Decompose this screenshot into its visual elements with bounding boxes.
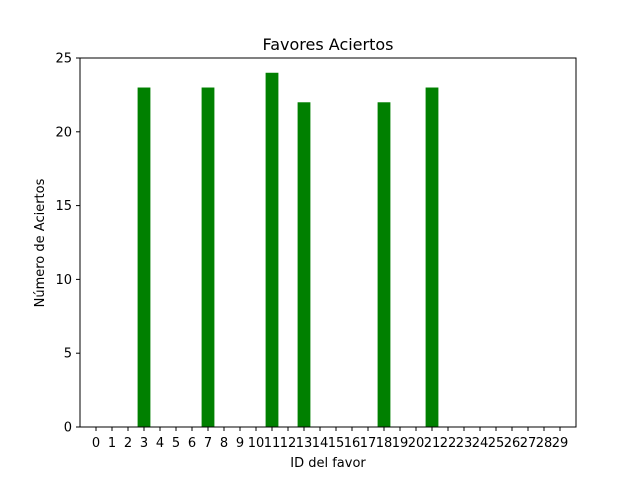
x-tick-label: 27 [520,436,537,451]
x-tick-label: 22 [440,436,457,451]
x-tick-label: 10 [248,436,265,451]
y-tick-label: 0 [64,421,72,436]
x-tick-label: 9 [236,436,244,451]
bar-7 [201,87,215,428]
x-tick-label: 21 [424,436,441,451]
bar-3 [137,87,151,428]
x-axis-label: ID del favor [290,456,366,471]
plot-frame [79,57,577,428]
x-tick-label: 28 [536,436,553,451]
y-tick-label: 10 [55,273,72,288]
x-tick-label: 17 [360,436,377,451]
x-tick-label: 29 [552,436,569,451]
x-tick-label: 11 [264,436,281,451]
y-tick-label: 15 [55,199,72,214]
y-axis: 0 5 10 15 20 25 [55,52,80,436]
bar-13 [297,102,311,427]
x-tick-label: 15 [328,436,345,451]
x-tick-label: 25 [488,436,505,451]
x-tick-label: 5 [172,436,180,451]
chart-title: Favores Aciertos [262,35,393,54]
y-tick-label: 5 [64,347,72,362]
bar-21 [425,87,439,428]
bars-layer [137,72,439,428]
x-tick-label: 18 [376,436,393,451]
x-tick-label: 26 [504,436,521,451]
x-tick-label: 3 [140,436,148,451]
x-tick-label: 23 [456,436,473,451]
x-tick-label: 20 [408,436,425,451]
x-tick-label: 7 [204,436,212,451]
bar-18 [377,102,391,427]
x-axis: 0 1 2 3 4 5 6 7 8 9 10 11 12 13 14 15 16 17 18 19 20 21 22 23 24… [92,427,568,451]
x-tick-label: 13 [296,436,313,451]
x-tick-label: 16 [344,436,361,451]
x-tick-label: 14 [312,436,329,451]
x-tick-label: 6 [188,436,196,451]
x-tick-label: 0 [92,436,100,451]
x-tick-label: 4 [156,436,164,451]
y-axis-label: Número de Aciertos [33,178,48,307]
x-tick-label: 1 [108,436,116,451]
y-tick-label: 20 [55,125,72,140]
x-tick-label: 19 [392,436,409,451]
x-tick-label: 24 [472,436,489,451]
bar-11 [265,72,279,427]
x-tick-label: 2 [124,436,132,451]
y-tick-label: 25 [55,52,72,67]
x-tick-label: 8 [220,436,228,451]
x-tick-label: 12 [280,436,297,451]
